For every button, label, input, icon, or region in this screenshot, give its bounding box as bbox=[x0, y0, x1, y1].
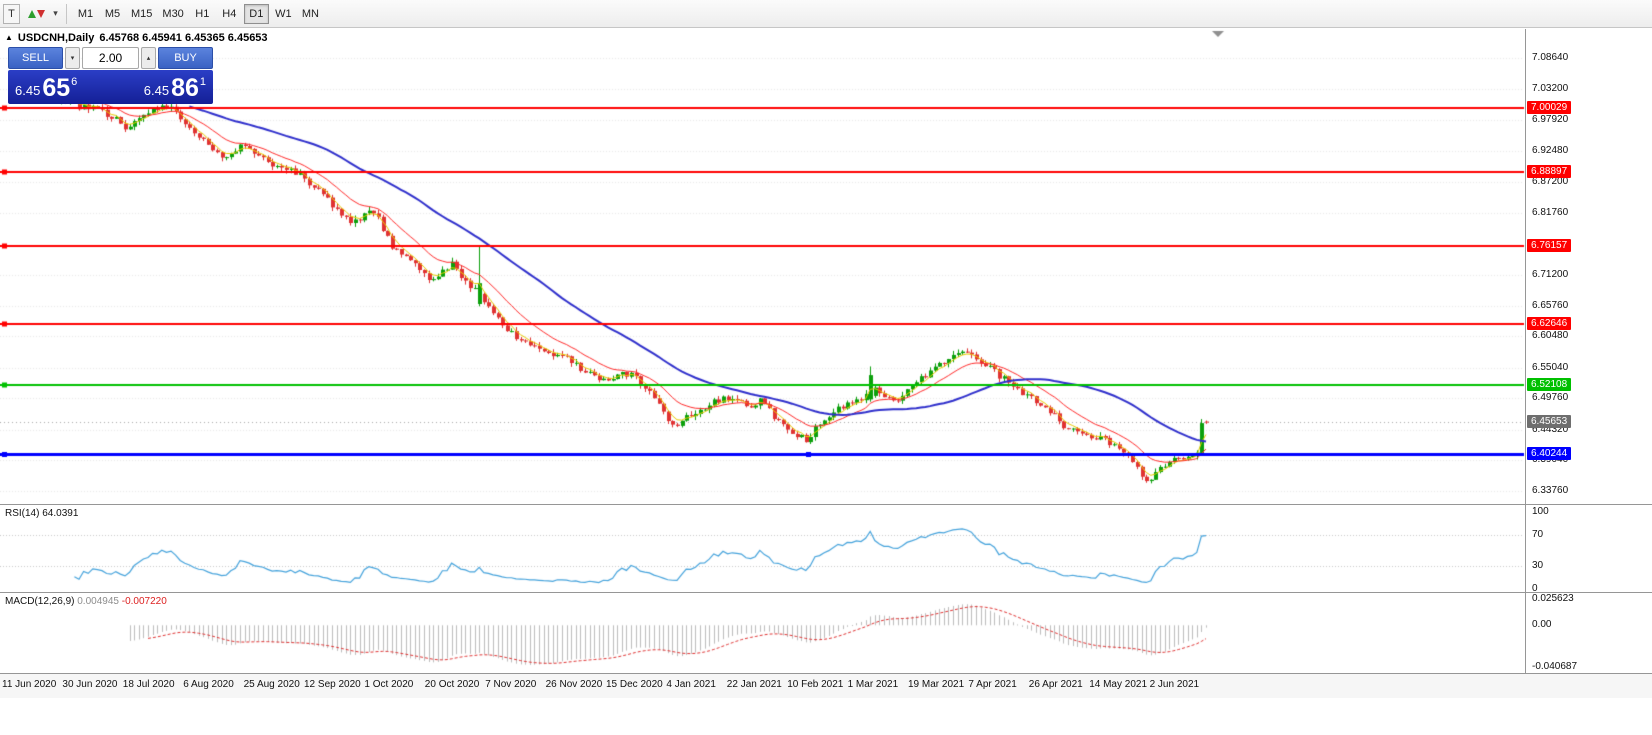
price-axis-label: 6.39040 bbox=[1532, 454, 1569, 466]
bid-ask-display[interactable]: 6.45 65 6 6.45 86 1 bbox=[8, 70, 213, 104]
price-axis-label: 6.81760 bbox=[1532, 207, 1569, 219]
rsi-axis-label: 100 bbox=[1532, 506, 1549, 517]
timeframe-button-w1[interactable]: W1 bbox=[271, 4, 296, 24]
buy-price-big: 86 bbox=[171, 74, 199, 102]
order-dropdown-caret-icon[interactable]: ▾ bbox=[49, 3, 62, 25]
date-axis[interactable]: 11 Jun 2020 30 Jun 2020 18 Jul 2020 6 Aug 2… bbox=[0, 674, 1652, 698]
macd-axis-label: -0.040687 bbox=[1532, 661, 1578, 672]
macd-signal-value: -0.007220 bbox=[121, 596, 167, 607]
price-axis-label: 6.71200 bbox=[1532, 268, 1569, 280]
date-axis-label: 10 Feb 2021 bbox=[787, 679, 844, 690]
price-axis-label: 6.60480 bbox=[1532, 330, 1569, 342]
price-axis-label: 6.44320 bbox=[1532, 423, 1569, 435]
rsi-axis-label: 30 bbox=[1532, 559, 1544, 571]
date-axis-label: 7 Apr 2021 bbox=[968, 679, 1017, 690]
chart-symbol-info: ▲ USDCNH,Daily 6.45768 6.45941 6.45365 6… bbox=[5, 32, 268, 44]
macd-name: MACD(12,26,9) bbox=[5, 596, 75, 607]
lot-size-input[interactable] bbox=[82, 47, 139, 69]
date-axis-label: 26 Nov 2020 bbox=[545, 679, 603, 690]
timeframe-button-m15[interactable]: M15 bbox=[127, 4, 156, 24]
timeframe-button-group: M1 M5 M15 M30 H1 H4 D1 W1 MN bbox=[73, 3, 323, 24]
price-axis-label: 6.92480 bbox=[1532, 145, 1569, 157]
toolbar-separator bbox=[66, 3, 67, 24]
sell-arrow-icon bbox=[36, 9, 45, 18]
buy-button[interactable]: BUY bbox=[158, 47, 213, 69]
buy-price: 6.45 86 1 bbox=[111, 70, 214, 104]
sell-button[interactable]: SELL bbox=[8, 47, 63, 69]
date-axis-label: 1 Oct 2020 bbox=[364, 679, 414, 690]
sell-price-pip: 6 bbox=[71, 76, 78, 88]
price-axis-label: 6.97920 bbox=[1532, 113, 1569, 125]
date-axis-label: 2 Jun 2021 bbox=[1149, 679, 1200, 690]
resistance-tag-1: 7.00029 bbox=[1527, 100, 1572, 114]
buy-price-small: 6.45 bbox=[143, 83, 170, 98]
price-axis-label: 6.65760 bbox=[1532, 299, 1569, 311]
date-axis-label: 7 Nov 2020 bbox=[485, 679, 537, 690]
price-axis-label: 7.03200 bbox=[1532, 83, 1569, 95]
date-axis-label: 20 Oct 2020 bbox=[424, 679, 480, 690]
date-axis-label: 15 Dec 2020 bbox=[606, 679, 663, 690]
macd-axis-label: 0.025623 bbox=[1532, 593, 1574, 604]
chart-icon: ▲ bbox=[5, 33, 13, 42]
date-axis-label: 22 Jan 2021 bbox=[726, 679, 782, 690]
timeframe-button-m30[interactable]: M30 bbox=[158, 4, 187, 24]
resistance-tag-4: 6.62646 bbox=[1527, 316, 1572, 330]
macd-pane-splitter[interactable] bbox=[0, 592, 1652, 593]
timeframe-button-h1[interactable]: H1 bbox=[190, 4, 215, 24]
lot-increase-button[interactable]: ▴ bbox=[141, 47, 156, 69]
current-price-tag: 6.45653 bbox=[1527, 415, 1572, 429]
ohlc-values: 6.45768 6.45941 6.45365 6.45653 bbox=[99, 32, 268, 44]
timeframe-button-h4[interactable]: H4 bbox=[217, 4, 242, 24]
rsi-axis-label: 70 bbox=[1532, 529, 1544, 541]
rsi-indicator-label: RSI(14) 64.0391 bbox=[5, 508, 78, 519]
price-axis-label: 6.87200 bbox=[1532, 175, 1569, 187]
buy-price-pip: 1 bbox=[199, 76, 206, 88]
resistance-tag-2: 6.88897 bbox=[1527, 165, 1572, 179]
macd-axis-label: 0.00 bbox=[1532, 619, 1552, 631]
date-axis-label: 18 Jul 2020 bbox=[122, 679, 175, 690]
top-toolbar: T ▾ M1 M5 M15 M30 H1 H4 D1 W1 MN bbox=[0, 0, 1652, 28]
resistance-tag-3: 6.76157 bbox=[1527, 238, 1572, 252]
macd-main-value: 0.004945 bbox=[77, 596, 119, 607]
rsi-value: 64.0391 bbox=[42, 508, 79, 519]
date-axis-label: 14 May 2021 bbox=[1089, 679, 1148, 690]
one-click-trading-panel: SELL ▾ ▴ BUY 6.45 65 6 6.45 86 1 bbox=[8, 47, 213, 104]
date-axis-label: 6 Aug 2020 bbox=[183, 679, 234, 690]
date-axis-label: 1 Mar 2021 bbox=[847, 679, 899, 690]
price-axis-label: 6.55040 bbox=[1532, 361, 1569, 373]
sell-price-small: 6.45 bbox=[15, 83, 41, 98]
rsi-name: RSI(14) bbox=[5, 508, 40, 519]
macd-indicator-label: MACD(12,26,9) 0.004945 -0.007220 bbox=[5, 596, 167, 607]
price-axis-label: 6.33760 bbox=[1532, 485, 1569, 496]
lot-decrease-button[interactable]: ▾ bbox=[65, 47, 80, 69]
date-axis-label: 26 Apr 2021 bbox=[1028, 679, 1083, 690]
rsi-axis-label: 0 bbox=[1532, 583, 1538, 594]
timeframe-button-mn[interactable]: MN bbox=[298, 4, 323, 24]
timeframe-button-m1[interactable]: M1 bbox=[73, 4, 98, 24]
timeframe-button-m5[interactable]: M5 bbox=[100, 4, 125, 24]
price-axis-label: 7.08640 bbox=[1532, 52, 1569, 63]
timeframe-button-d1[interactable]: D1 bbox=[243, 3, 269, 24]
price-axis[interactable]: 7.08640 7.03200 6.97920 6.92480 6.87200 6.817… bbox=[1525, 29, 1652, 673]
date-axis-label: 25 Aug 2020 bbox=[243, 679, 300, 690]
date-axis-label: 19 Mar 2021 bbox=[908, 679, 965, 690]
support-tag-green: 6.52108 bbox=[1527, 377, 1572, 391]
date-axis-label: 4 Jan 2021 bbox=[666, 679, 716, 690]
new-order-button[interactable] bbox=[23, 3, 49, 25]
date-axis-label: 11 Jun 2020 bbox=[2, 679, 57, 690]
symbol-title: USDCNH,Daily bbox=[17, 32, 95, 44]
buy-arrow-icon bbox=[27, 9, 36, 18]
date-axis-label: 12 Sep 2020 bbox=[304, 679, 361, 690]
date-axis-label: 30 Jun 2020 bbox=[62, 679, 118, 690]
date-axis-separator bbox=[0, 673, 1652, 674]
sell-price-big: 65 bbox=[42, 74, 71, 102]
rsi-pane-splitter[interactable] bbox=[0, 504, 1652, 505]
sell-price: 6.45 65 6 bbox=[8, 70, 111, 104]
price-axis-label: 6.49760 bbox=[1532, 392, 1569, 404]
toolbar-grip[interactable]: T bbox=[3, 3, 20, 24]
support-tag-blue: 6.40244 bbox=[1527, 446, 1572, 460]
